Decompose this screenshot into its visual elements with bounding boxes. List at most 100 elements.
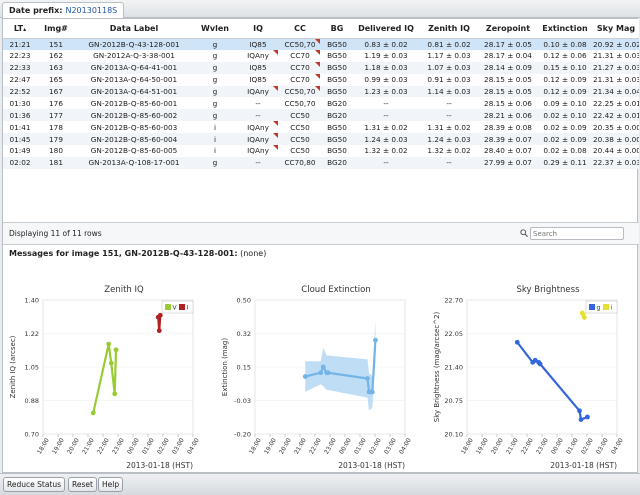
column-header-label: LT — [13, 23, 24, 33]
help-button[interactable]: Help — [98, 477, 124, 492]
cell-div: 1.18 ± 0.03 — [353, 61, 419, 74]
cell-value: 28.17 ± 0.04 — [484, 51, 532, 61]
table-row[interactable]: 22:33 163 GN-2013A-Q-64-41-001 g IQ85 CC70 BG5… — [3, 61, 639, 74]
cloud-extinction-chart: Cloud Extinction -0.20 -0.03 0.15 0.32 0.50 18… — [215, 264, 427, 472]
tab-date-prefix[interactable]: Date prefix: N20130118S — [2, 2, 125, 18]
cell-value: 0.12 ± 0.09 — [543, 75, 587, 85]
data-point — [537, 361, 543, 367]
table-row[interactable]: 01:45 179 GN-2012B-Q-85-60-004 i IQAny CC50 BG… — [3, 133, 639, 146]
x-tick-label: 21:00 — [505, 437, 520, 456]
table-row[interactable]: 02:02 181 GN-2013A-Q-108-17-001 g -- CC70,80 B… — [3, 156, 639, 169]
y-tick-label: -0.20 — [234, 431, 251, 439]
cell-value: 1.31 ± 0.02 — [427, 122, 471, 132]
y-tick-label: 0.88 — [25, 397, 39, 405]
cell-value: BG50 — [327, 63, 347, 73]
column-header-iq[interactable]: IQ — [237, 19, 279, 39]
data-point — [106, 341, 112, 347]
cell-value: 01:45 — [9, 134, 31, 144]
cell-value: g — [212, 110, 218, 120]
cell-ziq: -- — [419, 109, 479, 122]
cell-ext: 0.10 ± 0.08 — [537, 38, 593, 50]
y-tick-label: 0.50 — [237, 297, 251, 305]
data-point — [112, 391, 118, 397]
cell-div: -- — [353, 97, 419, 110]
cell-iq: IQAny — [237, 85, 279, 98]
column-header-cc[interactable]: CC — [279, 19, 321, 39]
table-row[interactable]: 01:49 180 GN-2012B-Q-85-60-005 i IQAny CC50 BG… — [3, 145, 639, 157]
x-axis-label: 2013-01-18 (HST) — [338, 461, 405, 470]
column-header-lt[interactable]: LT▴ — [3, 19, 37, 39]
table-row[interactable]: 01:30 176 GN-2012B-Q-85-60-001 g -- CC50,70 BG… — [3, 97, 639, 110]
cell-cc: CC50 — [279, 133, 321, 146]
cell-value: 28.14 ± 0.09 — [484, 63, 532, 73]
cell-value: -- — [255, 98, 261, 108]
table-row[interactable]: 01:36 177 GN-2012B-Q-85-60-002 g -- CC50 BG20 -… — [3, 109, 639, 122]
cell-iq: IQ85 — [237, 73, 279, 86]
cell-value: 22:23 — [9, 51, 31, 61]
cell-label: GN-2012B-Q-85-60-003 — [75, 121, 193, 134]
cell-value: 22.42 ± 0.01 — [593, 110, 639, 120]
cell-value: 20.38 ± 0.00 — [593, 134, 639, 144]
x-tick-label: 04:00 — [398, 437, 413, 456]
reduce-status-button[interactable]: Reduce Status — [3, 477, 66, 492]
data-point — [581, 315, 587, 320]
legend-swatch — [179, 304, 185, 310]
cell-div: 1.19 ± 0.03 — [353, 49, 419, 62]
cell-ziq: -- — [419, 97, 479, 110]
cell-div: -- — [353, 109, 419, 122]
column-header-delivered-iq[interactable]: Delivered IQ — [353, 19, 419, 39]
y-tick-label: 20.75 — [444, 397, 463, 405]
table-row[interactable]: 22:47 165 GN-2013A-Q-64-50-001 g IQ85 CC70 BG5… — [3, 73, 639, 86]
cell-sky: 20.44 ± 0.00 — [593, 145, 639, 157]
cell-value: IQAny — [247, 51, 269, 61]
cell-value: g — [212, 51, 218, 61]
x-tick-label: 01:00 — [141, 437, 156, 456]
cell-div: 0.83 ± 0.02 — [353, 38, 419, 50]
cell-iq: -- — [237, 156, 279, 169]
column-header-label: Zenith IQ — [428, 23, 470, 33]
cell-value: 0.81 ± 0.02 — [427, 39, 471, 49]
y-axis-label: Extinction (mag) — [221, 338, 229, 396]
cell-value: 22:47 — [9, 75, 31, 85]
cell-img: 180 — [37, 145, 75, 157]
rows-info: Displaying 11 of 11 rows — [9, 229, 102, 238]
cell-wv: i — [193, 121, 237, 134]
cell-value: 0.02 ± 0.09 — [543, 134, 587, 144]
column-header-zeropoint[interactable]: Zeropoint — [479, 19, 537, 39]
table-row[interactable]: 22:52 167 GN-2013A-Q-64-51-001 g IQAny CC50,7… — [3, 85, 639, 98]
table-row[interactable]: 21:21 151 GN-2012B-Q-43-128-001 g IQ85 CC50,7… — [3, 38, 639, 50]
cell-value: IQAny — [247, 87, 269, 96]
column-header-sky-mag[interactable]: Sky Mag — [593, 19, 639, 39]
cell-ziq: 0.91 ± 0.03 — [419, 73, 479, 86]
cell-lt: 01:45 — [3, 133, 37, 146]
column-header-extinction[interactable]: Extinction — [537, 19, 593, 39]
column-header-zenith-iq[interactable]: Zenith IQ — [419, 19, 479, 39]
x-tick-label: 19:00 — [263, 437, 278, 456]
data-point — [365, 376, 370, 381]
cell-bg: BG20 — [321, 109, 353, 122]
y-tick-label: 20.10 — [444, 431, 463, 439]
column-header-img-[interactable]: Img# — [37, 19, 75, 39]
column-header-wvlen[interactable]: Wvlen — [193, 19, 237, 39]
cell-value: GN-2012B-Q-43-128-001 — [88, 39, 180, 49]
search-input[interactable] — [530, 227, 624, 240]
cell-ziq: 1.32 ± 0.02 — [419, 145, 479, 157]
table-row[interactable]: 01:41 178 GN-2012B-Q-85-60-003 i IQAny CC50 BG… — [3, 121, 639, 134]
data-point — [156, 328, 162, 334]
sort-indicator-icon: ▴ — [23, 25, 27, 33]
cell-value: 28.39 ± 0.08 — [484, 122, 532, 132]
reset-button[interactable]: Reset — [68, 477, 97, 492]
table-row[interactable]: 22:23 162 GN-2012A-Q-3-38-001 g IQAny CC70 BG5… — [3, 49, 639, 62]
cell-zp: 28.17 ± 0.05 — [479, 38, 537, 50]
cell-bg: BG50 — [321, 38, 353, 50]
column-header-label: Zeropoint — [485, 23, 531, 33]
column-header-bg[interactable]: BG — [321, 19, 353, 39]
messages-line: Messages for image 151, GN-2012B-Q-43-12… — [3, 244, 639, 264]
cell-img: 179 — [37, 133, 75, 146]
x-tick-label: 04:00 — [186, 437, 201, 456]
column-header-data-label[interactable]: Data Label — [75, 19, 193, 39]
cell-zp: 28.17 ± 0.04 — [479, 49, 537, 62]
cell-sky: 21.27 ± 0.03 — [593, 61, 639, 74]
column-header-label: Extinction — [542, 23, 588, 33]
